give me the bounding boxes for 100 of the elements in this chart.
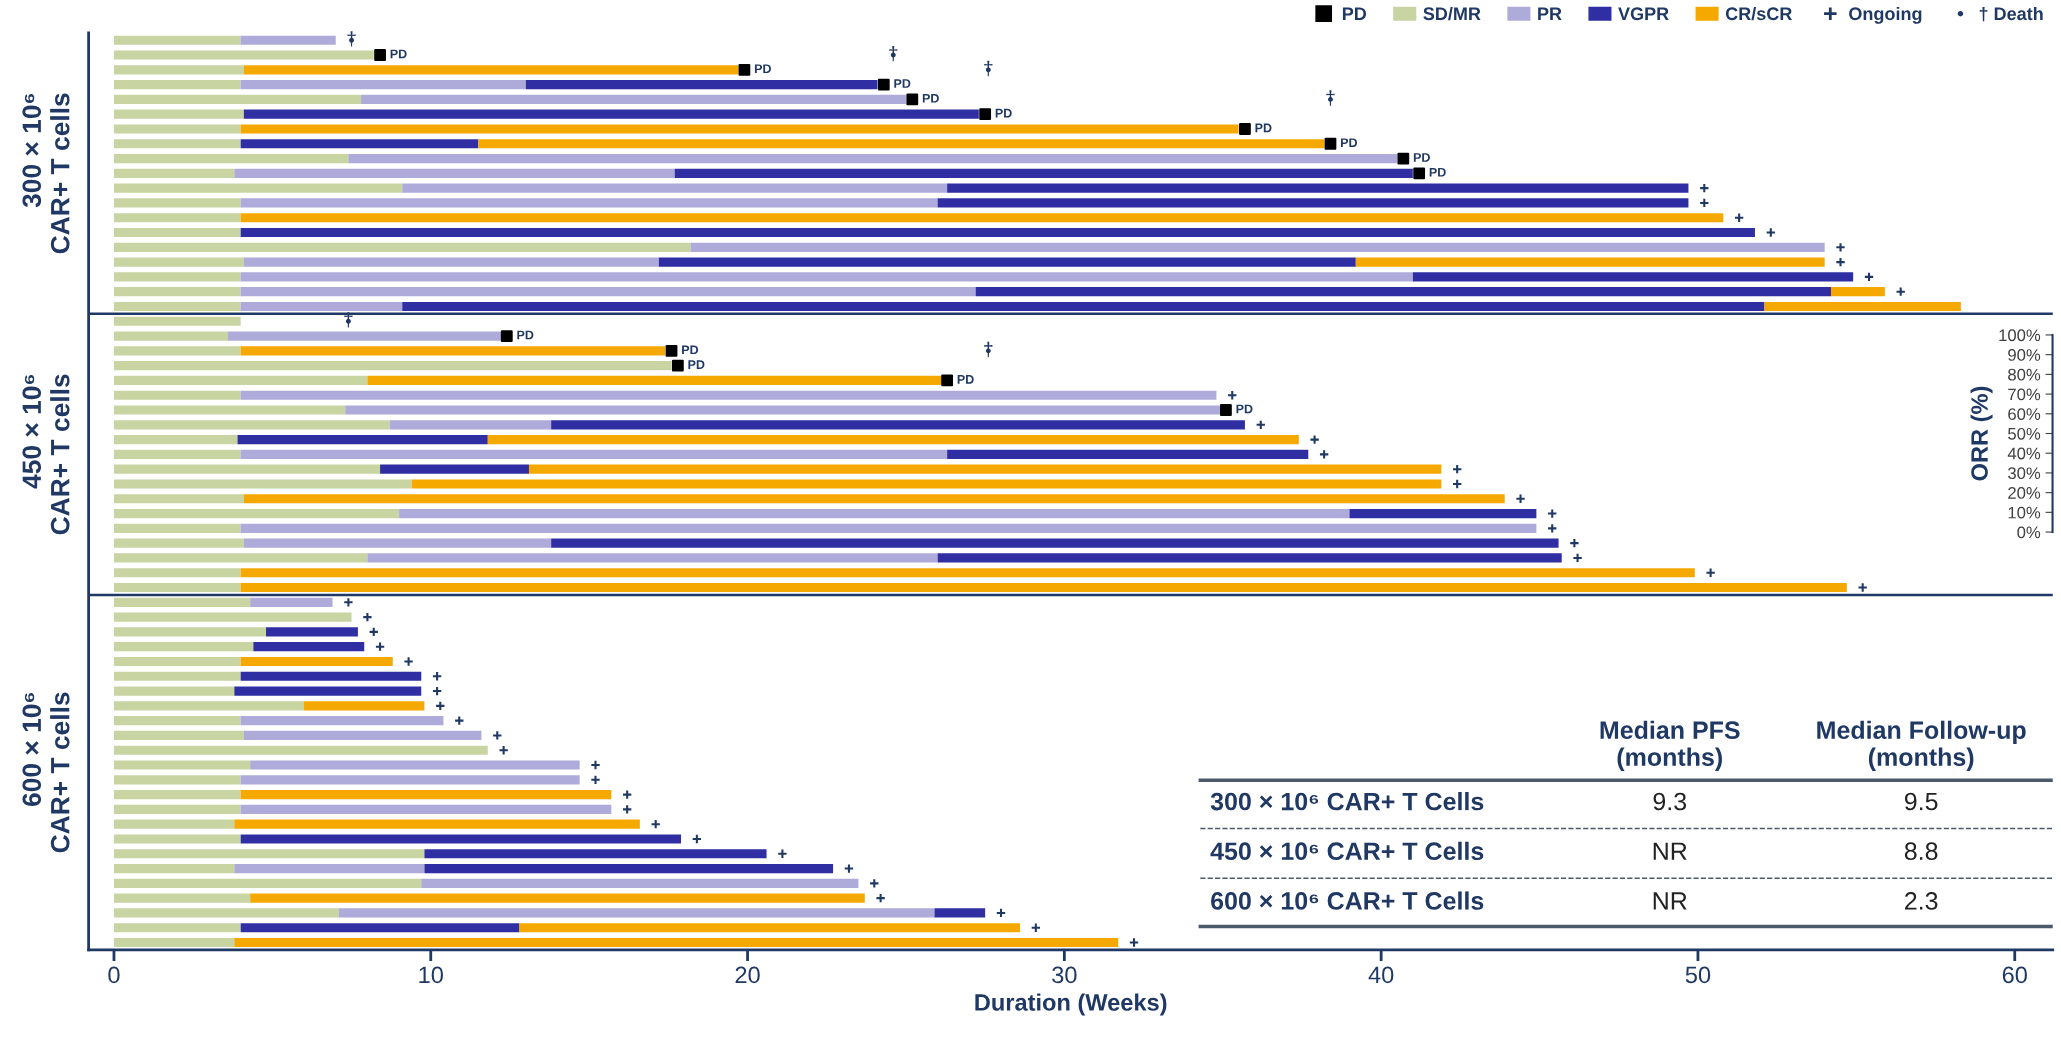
bar (934, 908, 986, 918)
annotation: 0% (2017, 526, 2041, 539)
bar (113, 923, 241, 933)
bar (113, 893, 251, 903)
bar (1412, 272, 1854, 282)
point (403, 656, 414, 667)
bar (113, 730, 244, 741)
bar (113, 213, 241, 223)
bar (421, 878, 859, 888)
legend-label: SD/MR (1423, 6, 1481, 21)
bar (113, 242, 691, 252)
bar (528, 464, 1442, 474)
bar (113, 301, 241, 312)
annotation: NR (1653, 892, 1687, 910)
point (1220, 404, 1232, 416)
point (1515, 493, 1526, 504)
bar (113, 760, 251, 770)
bar (113, 597, 251, 607)
bar (937, 553, 1562, 563)
bar (113, 435, 238, 445)
bar (250, 597, 333, 607)
point (1309, 434, 1320, 445)
bar (113, 863, 235, 874)
bar (240, 716, 444, 726)
annotation: 60% (2008, 408, 2041, 420)
annotation: 9.3 (1653, 792, 1687, 811)
bar (240, 790, 612, 800)
bar (113, 937, 235, 948)
bar (519, 923, 1020, 933)
point (979, 108, 992, 121)
bar (380, 464, 529, 474)
text: 300 × 10⁶ CAR+ T cells (22, 93, 70, 254)
bar (240, 139, 479, 149)
bar (240, 390, 1217, 400)
bar (1355, 257, 1825, 267)
bar (113, 553, 368, 563)
x-tick-label: 40 (1368, 966, 1394, 984)
point (877, 78, 890, 91)
bar (234, 863, 425, 874)
bar (113, 642, 254, 652)
bar (113, 834, 241, 844)
annotation: 300 × 10⁶ CAR+ T Cells (1210, 792, 1484, 811)
annotation: 600 × 10⁶ CAR+ T Cells (1211, 891, 1484, 910)
bar (113, 656, 241, 667)
bar (240, 80, 526, 90)
bar (1831, 287, 1885, 297)
annotation: 450 × 10⁶ CAR+ T Cells (1210, 841, 1484, 861)
bar (1764, 301, 1961, 312)
x-tick-label: 10 (419, 966, 443, 984)
bar (113, 109, 244, 119)
bar (389, 420, 552, 430)
bar (113, 361, 672, 371)
annotation: 9.5 (1904, 792, 1938, 811)
point (1397, 152, 1410, 165)
annotation: 90% (2008, 349, 2041, 361)
bar (240, 272, 1413, 282)
annotation: 50% (2008, 427, 2041, 440)
bar (240, 301, 403, 312)
point (500, 330, 513, 342)
bar (113, 790, 241, 800)
text: 450 × 10⁶ CAR+ T cells (22, 374, 70, 535)
data-label: PD (894, 79, 911, 88)
bar (113, 849, 425, 859)
bar (113, 716, 241, 726)
bar (113, 198, 241, 208)
bar (240, 449, 948, 459)
bar (240, 671, 422, 681)
bar (113, 227, 241, 238)
bar (402, 183, 948, 193)
bar (243, 538, 552, 548)
bar (228, 331, 504, 341)
bar (113, 745, 488, 755)
bar (234, 686, 422, 696)
bar (243, 65, 739, 75)
annotation: Median Follow-up (months) (1817, 720, 2026, 771)
data-label: PD (995, 108, 1012, 118)
data-label: PD (922, 94, 939, 103)
data-label: PD (1236, 404, 1253, 414)
bar (240, 198, 938, 208)
bar (658, 257, 1356, 267)
bar (113, 464, 381, 474)
annotation: 30% (2008, 467, 2041, 480)
bar (250, 893, 865, 903)
bar (113, 523, 241, 533)
bar (304, 701, 425, 711)
bar (367, 553, 938, 563)
bar (240, 227, 1755, 238)
data-label: PD (682, 345, 699, 355)
annotation: 80% (2008, 368, 2041, 381)
bar (113, 257, 244, 267)
bar (240, 35, 336, 45)
bar (113, 124, 241, 134)
bar (338, 908, 935, 918)
bar (113, 405, 346, 415)
bar (113, 686, 235, 696)
bar (487, 435, 1299, 445)
bar (113, 287, 241, 297)
bar (402, 301, 1765, 312)
annotation: Median PFS (months) (1600, 720, 1740, 771)
data-label: PD (517, 330, 534, 340)
